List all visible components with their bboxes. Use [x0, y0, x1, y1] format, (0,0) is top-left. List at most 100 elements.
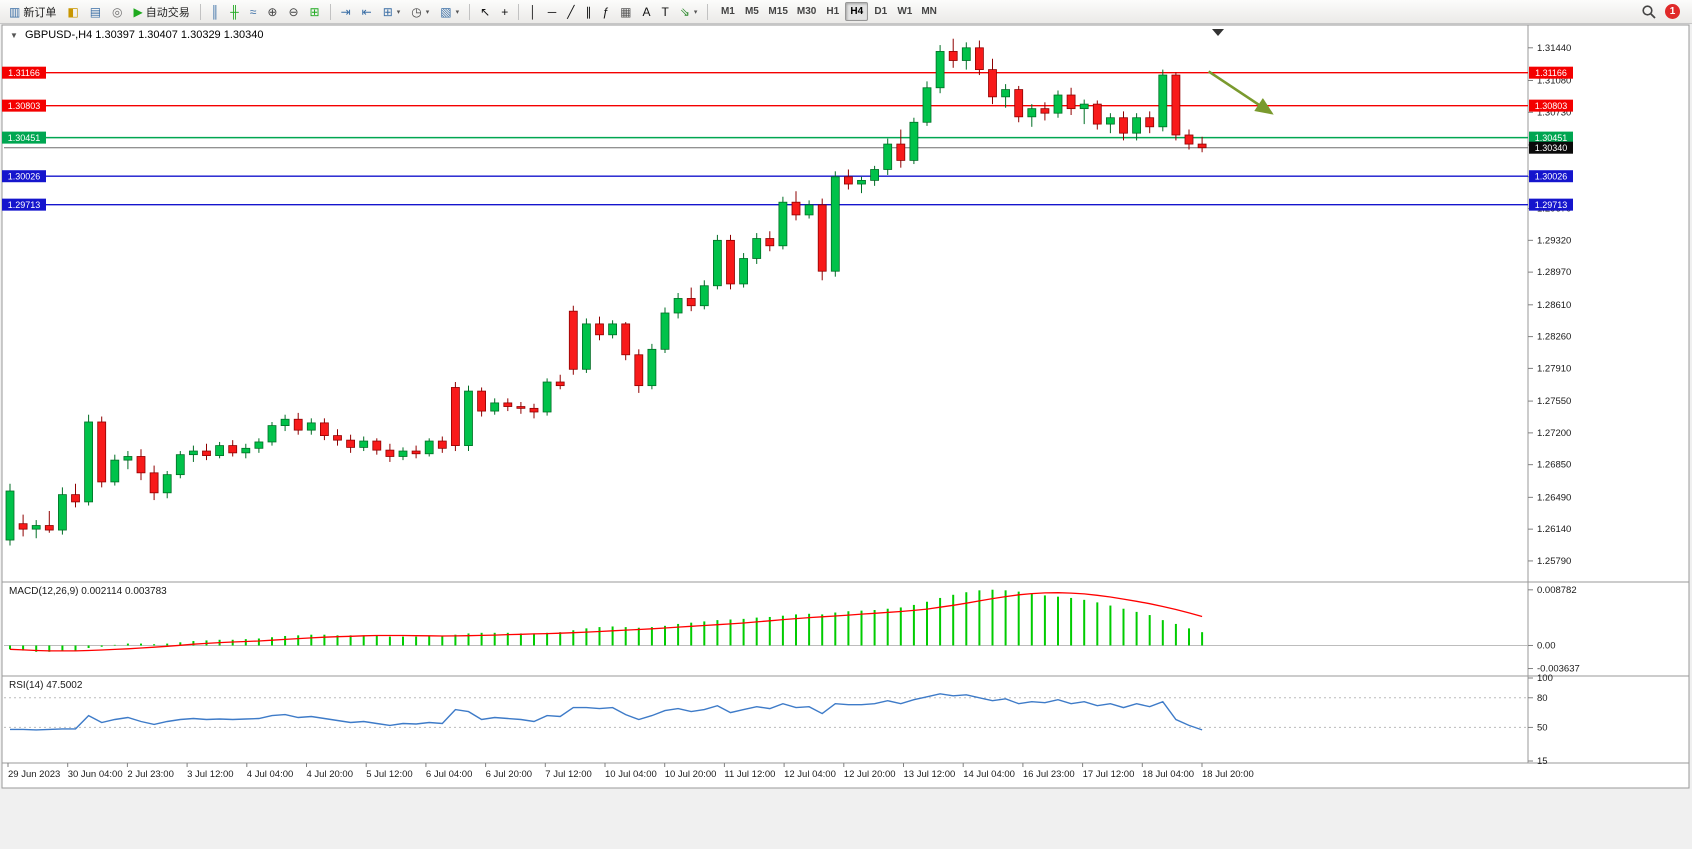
candle-body	[411, 450, 421, 455]
timeframe-mn[interactable]: MN	[917, 2, 941, 21]
candle-body	[961, 47, 971, 61]
candle-body	[1158, 74, 1168, 128]
vertical-line-button[interactable]: │	[524, 2, 542, 22]
price-tag-left-1.30026	[2, 170, 46, 183]
time-axis-label: 6 Jul 20:00	[486, 769, 532, 780]
line-chart-button[interactable]: ≈	[245, 2, 262, 22]
timeframe-h1[interactable]: H1	[821, 2, 844, 21]
chart-shift-marker-icon[interactable]	[1212, 29, 1224, 36]
candle-body	[1027, 108, 1037, 118]
trend-arrow-annotation[interactable]	[1207, 70, 1274, 115]
candle-body	[385, 449, 395, 457]
market-watch-button[interactable]: ◧	[62, 2, 83, 22]
auto-trading-button[interactable]: ▶ 自动交易	[129, 2, 195, 22]
rsi-axis-label: 50	[1537, 722, 1548, 733]
price-axis-label: 1.26850	[1537, 460, 1571, 471]
price-tag-right-1.30803	[1529, 99, 1573, 112]
candle-body	[817, 204, 827, 272]
zoom-out-button[interactable]: ⊖	[283, 2, 303, 22]
crosshair-button[interactable]: +	[496, 2, 513, 22]
candle-body	[1092, 103, 1102, 125]
toolbar-separator	[329, 3, 331, 20]
fibonacci-button[interactable]: ƒ	[597, 2, 614, 22]
candle-body	[464, 390, 473, 446]
shapes-button[interactable]: ▦	[615, 2, 636, 22]
macd-axis-label: -0.003637	[1537, 664, 1580, 675]
fibonacci-icon: ƒ	[602, 4, 610, 19]
new-chart-button[interactable]: ⊞ ▾	[378, 2, 406, 22]
candle-body	[1145, 117, 1155, 128]
templates-button[interactable]: ▧ ▾	[435, 2, 464, 22]
candle-body	[450, 387, 460, 446]
candle-body	[84, 421, 93, 503]
timeframe-w1[interactable]: W1	[893, 2, 916, 21]
dropdown-caret-icon: ▾	[425, 8, 430, 16]
text-label-button[interactable]: T	[657, 2, 674, 22]
arrows-button[interactable]: ⇘ ▾	[675, 2, 703, 22]
candle-body	[97, 421, 107, 483]
clock-icon: ◷	[411, 4, 422, 19]
timeframe-m15[interactable]: M15	[764, 2, 791, 21]
candle-body	[883, 143, 893, 170]
time-axis-label: 11 Jul 12:00	[724, 769, 775, 780]
toolbar-separator	[199, 3, 201, 20]
cursor-button[interactable]: ↖	[475, 2, 495, 22]
periods-button[interactable]: ◷ ▾	[406, 2, 434, 22]
timeframe-h4[interactable]: H4	[845, 2, 869, 21]
price-tag-right-1.30026-text: 1.30026	[1535, 172, 1568, 182]
candle-body	[110, 459, 120, 483]
price-axis-label: 1.31080	[1537, 75, 1571, 86]
chart-shift-button[interactable]: ⇤	[357, 2, 377, 22]
candle-body	[555, 381, 565, 387]
auto-scroll-button[interactable]: ⇥	[336, 2, 356, 22]
candle-body	[188, 450, 198, 456]
one-click-trading-arrow-icon[interactable]: ▼	[10, 31, 18, 40]
candle-body	[1119, 117, 1128, 134]
timeframe-m30[interactable]: M30	[793, 2, 820, 21]
auto-trading-icon: ▶	[133, 4, 143, 19]
new-order-button[interactable]: ▥ 新订单	[4, 2, 61, 22]
channel-button[interactable]: ∥	[580, 2, 596, 22]
zoom-in-button[interactable]: ⊕	[262, 2, 282, 22]
timeframe-m5[interactable]: M5	[740, 2, 763, 21]
candle-body	[988, 69, 997, 98]
toolbar-separator	[707, 3, 709, 20]
dropdown-caret-icon: ▾	[396, 8, 401, 16]
price-axis-label: 1.27910	[1537, 363, 1571, 374]
rsi-axis-label: 15	[1537, 756, 1548, 767]
trendline-button[interactable]: ╱	[562, 2, 579, 22]
tile-windows-button[interactable]: ⊞	[305, 2, 325, 22]
price-tag-left-1.29713-text: 1.29713	[8, 200, 41, 210]
timeframe-d1[interactable]: D1	[869, 2, 892, 21]
candle-body	[660, 312, 670, 350]
candle-body	[752, 238, 762, 259]
timeframe-m1[interactable]: M1	[716, 2, 739, 21]
notification-badge[interactable]: 1	[1665, 4, 1680, 19]
navigator-button[interactable]: ◎	[107, 2, 127, 22]
candle-body	[359, 440, 369, 448]
rsi-axis-label: 100	[1537, 673, 1553, 684]
time-axis-label: 4 Jul 20:00	[307, 769, 353, 780]
price-axis-label: 1.30730	[1537, 107, 1571, 118]
text-button[interactable]: A	[637, 2, 655, 22]
macd-label: MACD(12,26,9) 0.002114 0.003783	[9, 586, 167, 597]
time-axis-label: 29 Jun 2023	[8, 769, 60, 780]
horizontal-line-button[interactable]: ─	[543, 2, 562, 22]
search-icon[interactable]	[1641, 4, 1657, 20]
new-order-icon: ▥	[9, 4, 21, 19]
candlestick-chart-button[interactable]: ╫	[225, 2, 244, 22]
time-axis-label: 18 Jul 04:00	[1142, 769, 1194, 780]
trendline-icon: ╱	[567, 4, 575, 19]
candle-body	[647, 348, 657, 387]
zoom-in-icon: ⊕	[267, 4, 278, 19]
price-tag-left-1.30451-text: 1.30451	[8, 133, 41, 143]
bar-chart-button[interactable]: ║	[206, 2, 225, 22]
candle-body	[595, 323, 604, 336]
bid-price-tag	[1529, 141, 1573, 154]
toolbar-right-group: 1	[1641, 4, 1688, 20]
candle-body	[280, 418, 290, 427]
candle-body	[424, 440, 434, 455]
data-window-button[interactable]: ▤	[85, 2, 106, 22]
candle-body	[634, 354, 644, 387]
